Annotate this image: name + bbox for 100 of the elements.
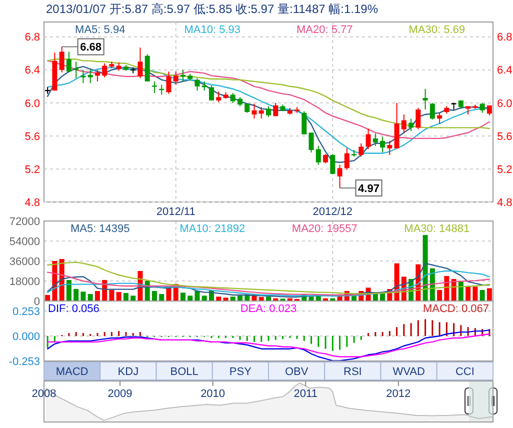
- bar: [45, 295, 50, 301]
- text: OBV: [284, 366, 309, 378]
- annotation: 6.68: [80, 42, 102, 54]
- y2-tick-label: 6.4: [497, 64, 512, 77]
- annotation: 4.97: [358, 182, 380, 195]
- candlestick: [273, 102, 278, 117]
- text: MACD: [56, 366, 88, 378]
- candlestick: [430, 102, 435, 120]
- bar: [472, 286, 478, 301]
- bar: [216, 296, 222, 301]
- y-tick-label: 72000: [9, 216, 40, 228]
- candlestick: [372, 132, 378, 146]
- bar: [80, 292, 86, 301]
- candlestick: [59, 46, 64, 73]
- bar: [237, 296, 242, 301]
- x-tick-label: 2008: [32, 388, 56, 400]
- candlestick: [180, 69, 186, 82]
- text: WVAD: [392, 366, 425, 378]
- x-tick-label: 2012/12: [312, 206, 353, 218]
- candlestick: [244, 102, 250, 114]
- text: KDJ: [118, 366, 139, 378]
- bar: [466, 286, 471, 301]
- candlestick: [102, 62, 108, 78]
- candlestick: [480, 102, 485, 114]
- x-tick-label: 2012/11: [156, 206, 196, 218]
- candlestick: [216, 90, 222, 103]
- bar: [202, 296, 207, 301]
- y-tick-label: 54000: [9, 236, 40, 248]
- text: MA10: 21892: [180, 223, 246, 235]
- text: MA30: 14881: [404, 223, 470, 235]
- candlestick: [401, 114, 406, 134]
- text: CCI: [455, 366, 474, 378]
- candlestick: [74, 61, 79, 79]
- y-tick-label: 0.253: [12, 306, 40, 318]
- text: BOLL: [170, 366, 198, 378]
- candlestick: [266, 106, 271, 118]
- y-tick-label: 4.8: [24, 196, 40, 209]
- text: DEA: 0.023: [240, 303, 297, 315]
- y-tick-label: 5.2: [24, 164, 40, 176]
- candlestick: [166, 71, 172, 94]
- y-tick-label: 5.6: [24, 130, 40, 143]
- bar: [130, 296, 136, 301]
- text: MA20: 19557: [292, 223, 358, 235]
- candlestick: [252, 103, 257, 120]
- text: RSI: [344, 366, 362, 378]
- y2-tick-label: 4.8: [497, 196, 512, 209]
- candlestick: [138, 47, 143, 79]
- candlestick: [202, 80, 207, 92]
- y2-tick-label: 6.0: [497, 98, 512, 110]
- series-label: MACD: 0.067: [422, 303, 489, 315]
- y-tick-label: 0.000: [12, 330, 40, 343]
- candlestick: [88, 69, 93, 84]
- candlestick: [330, 154, 336, 174]
- x-tick-label: 2009: [108, 388, 132, 400]
- bar: [422, 235, 428, 301]
- candlestick: [194, 78, 200, 92]
- bar: [116, 292, 122, 301]
- bar: [152, 291, 157, 301]
- text: PSY: [229, 366, 252, 378]
- bar: [486, 288, 492, 301]
- candlestick: [302, 110, 307, 135]
- y-tick-label: 6.8: [24, 32, 40, 44]
- candlestick: [380, 136, 386, 153]
- candlestick: [422, 88, 428, 110]
- candlestick: [208, 85, 214, 101]
- y-tick-label: 0: [34, 296, 40, 308]
- candlestick: [152, 80, 157, 94]
- bar: [88, 294, 93, 301]
- bar: [188, 296, 193, 301]
- bar: [109, 290, 114, 301]
- candlestick: [344, 148, 350, 170]
- bar: [74, 289, 79, 301]
- bar: [480, 290, 485, 301]
- y-tick-label: 18000: [9, 276, 40, 288]
- candlestick: [366, 128, 371, 150]
- candlestick: [308, 132, 314, 153]
- text: MA20: 5.77: [296, 24, 353, 36]
- text: DIF: 0.056: [48, 303, 100, 315]
- y-tick-label: 6.0: [24, 98, 40, 110]
- text: MA30: 5.69: [408, 24, 466, 36]
- y2-tick-label: 5.2: [497, 164, 512, 176]
- bar: [308, 296, 314, 301]
- candlestick: [408, 118, 414, 132]
- chart-title: 2013/01/07 开:5.87 高:5.97 低:5.85 收:5.97 量:11487 幅:1.19%: [46, 2, 378, 16]
- candlestick: [258, 106, 264, 120]
- y-tick-label: -0.253: [8, 356, 40, 368]
- bar: [230, 296, 236, 301]
- candlestick: [66, 51, 72, 73]
- candlestick: [237, 96, 242, 107]
- bar: [123, 293, 128, 301]
- y-tick-label: 36000: [9, 256, 40, 268]
- x-tick-label: 2011: [294, 388, 318, 400]
- candlestick: [80, 69, 86, 84]
- candlestick: [173, 71, 178, 86]
- bar: [94, 291, 100, 301]
- candlestick: [230, 92, 236, 104]
- candlestick: [416, 107, 421, 130]
- text: MA10: 5.93: [184, 24, 241, 36]
- candlestick: [94, 69, 100, 82]
- candlestick: [358, 142, 364, 158]
